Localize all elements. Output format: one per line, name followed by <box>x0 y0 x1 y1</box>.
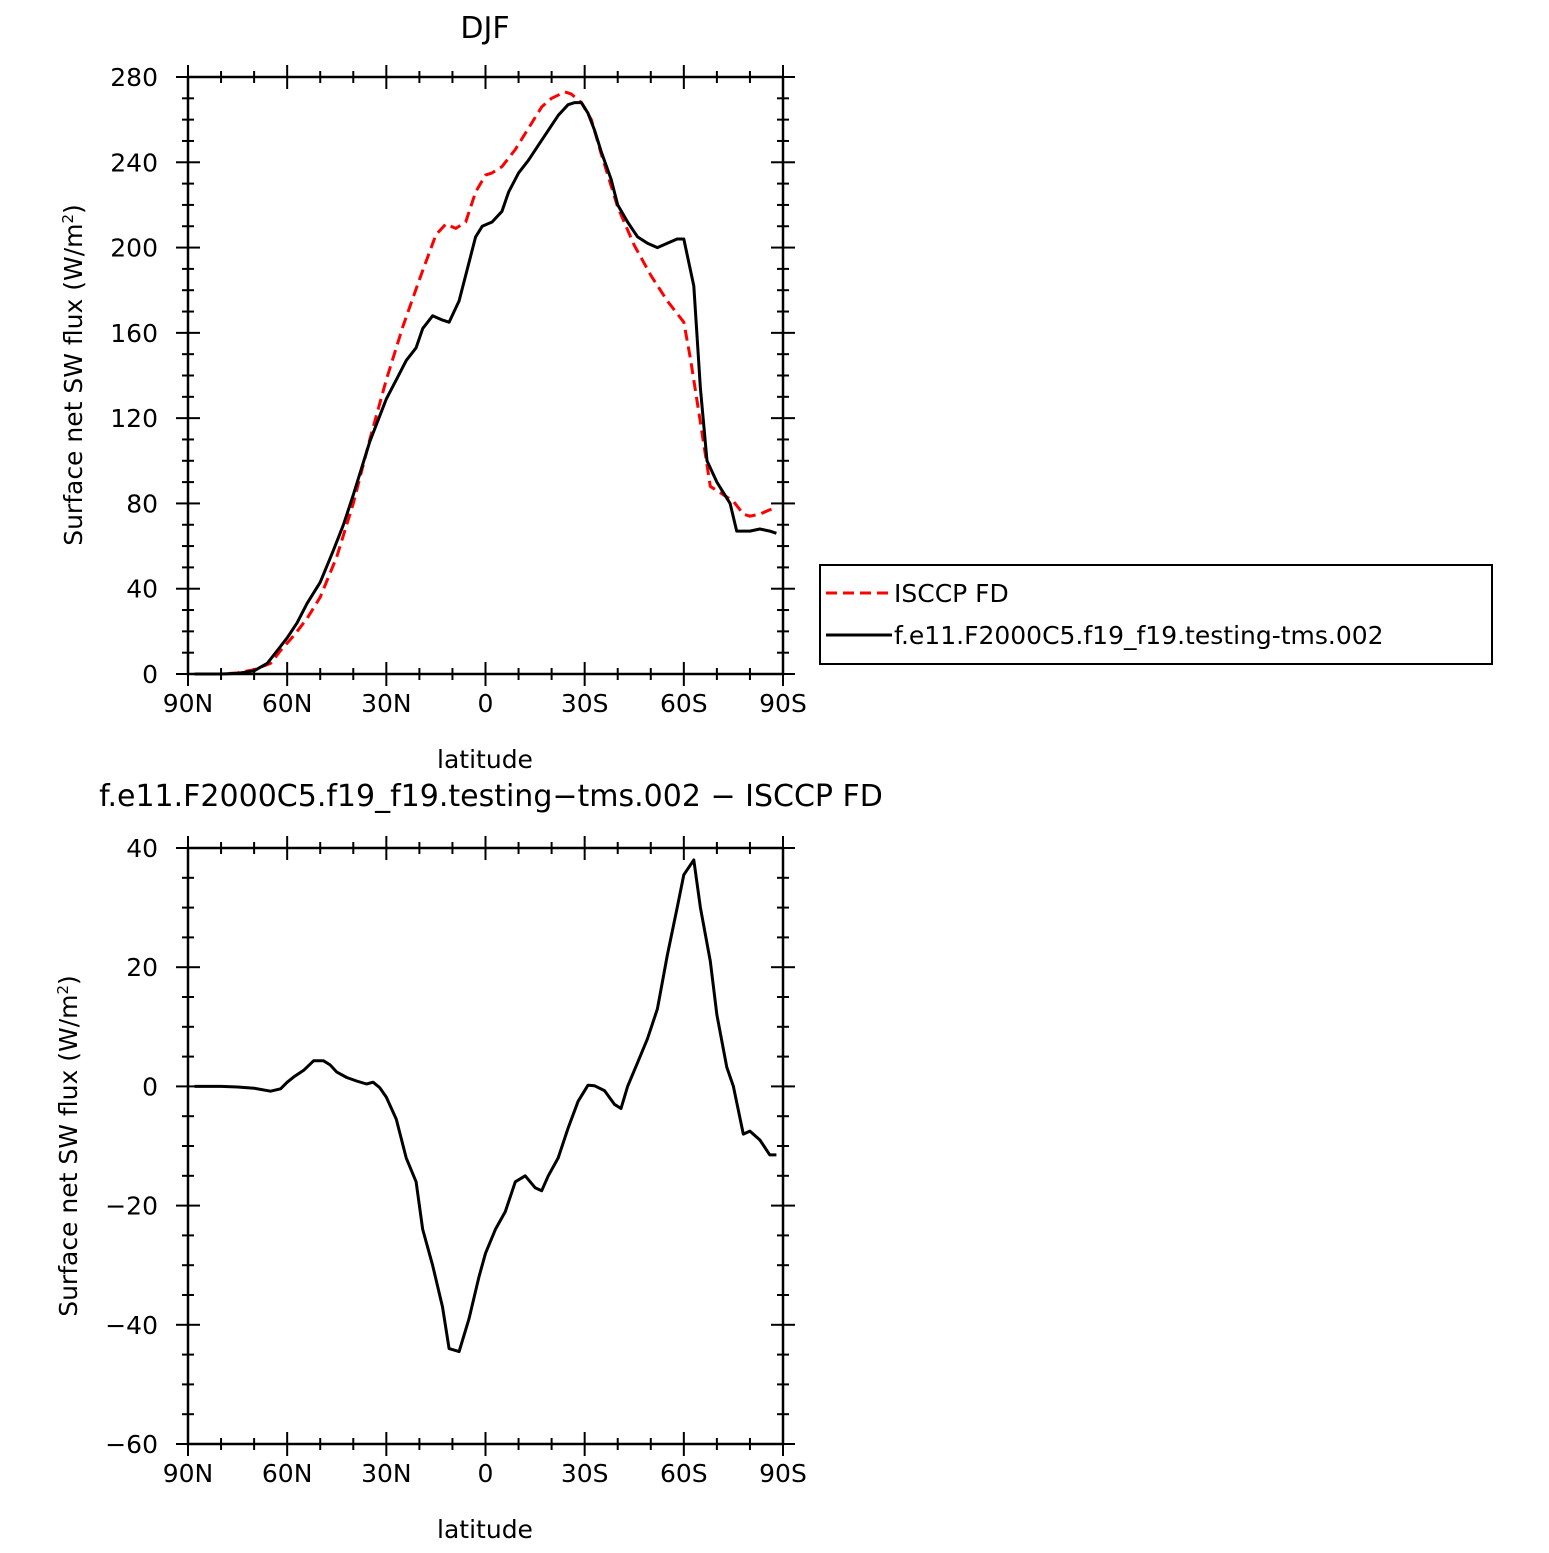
top-x-axis-label: latitude <box>437 745 533 774</box>
x-tick-label: 90N <box>163 1459 214 1488</box>
y-tick-label: 160 <box>110 319 158 348</box>
bottom-chart-title: f.e11.F2000C5.f19_f19.testing−tms.002 − … <box>99 779 883 814</box>
y-tick-label: 40 <box>126 834 158 863</box>
legend: ISCCP FD f.e11.F2000C5.f19_f19.testing-t… <box>819 564 1493 665</box>
x-tick-label: 0 <box>478 689 494 718</box>
series-line-model <box>194 101 777 676</box>
y-tick-label: 0 <box>142 660 158 689</box>
bottom-x-axis-label: latitude <box>437 1515 533 1544</box>
top-chart: DJF 90N 60N 30N 0 30S 60S 90S 0 40 80 120 160 200 240… <box>59 11 1493 774</box>
top-y-axis-label-text: Surface net SW flux (W/m <box>59 224 88 546</box>
bottom-plot-area: 90N 60N 30N 0 30S 60S 90S −60 −40 −20 0 20 40 <box>105 834 807 1488</box>
series-line-model <box>194 858 777 1354</box>
y-tick-label: 0 <box>142 1072 158 1101</box>
top-plot-area: 90N 60N 30N 0 30S 60S 90S 0 40 80 120 160 200 240 280 <box>110 63 807 718</box>
legend-box <box>819 564 1493 665</box>
x-tick-label: 60N <box>262 1459 313 1488</box>
top-y-axis-label-close: ) <box>59 204 88 214</box>
x-tick-label: 90S <box>759 1459 807 1488</box>
y-tick-label: −40 <box>105 1311 158 1340</box>
x-tick-label: 90S <box>759 689 807 718</box>
bottom-chart: f.e11.F2000C5.f19_f19.testing−tms.002 − … <box>54 779 883 1544</box>
y-tick-label: −20 <box>105 1192 158 1221</box>
x-tick-label: 60S <box>660 689 708 718</box>
x-tick-label: 90N <box>163 689 214 718</box>
x-tick-label: 30S <box>561 689 609 718</box>
x-tick-label: 30N <box>361 689 412 718</box>
top-chart-title: DJF <box>460 11 509 46</box>
bottom-y-axis-label: Surface net SW flux (W/m2) <box>54 975 83 1317</box>
y-tick-label: 240 <box>110 148 158 177</box>
top-y-axis-label: Surface net SW flux (W/m2) <box>59 204 88 546</box>
y-tick-label: 120 <box>110 404 158 433</box>
x-tick-label: 30N <box>361 1459 412 1488</box>
series-line-isccp <box>194 90 777 676</box>
bottom-y-axis-label-text: Surface net SW flux (W/m <box>54 995 83 1317</box>
y-tick-label: 200 <box>110 234 158 263</box>
y-tick-label: 280 <box>110 63 158 92</box>
x-tick-label: 0 <box>478 1459 494 1488</box>
bottom-y-axis-label-sup: 2 <box>54 985 72 995</box>
x-tick-label: 60N <box>262 689 313 718</box>
top-y-axis-label-sup: 2 <box>59 214 77 224</box>
x-tick-label: 60S <box>660 1459 708 1488</box>
bottom-y-axis-label-close: ) <box>54 975 83 985</box>
legend-label-model: f.e11.F2000C5.f19_f19.testing-tms.002 <box>894 621 1384 650</box>
x-tick-label: 30S <box>561 1459 609 1488</box>
plot-frame <box>186 846 785 1446</box>
legend-label-isccp: ISCCP FD <box>894 579 1009 608</box>
plot-frame <box>186 75 785 676</box>
y-tick-label: 80 <box>126 489 158 518</box>
y-tick-label: 40 <box>126 575 158 604</box>
y-tick-label: −60 <box>105 1430 158 1459</box>
y-tick-label: 20 <box>126 953 158 982</box>
